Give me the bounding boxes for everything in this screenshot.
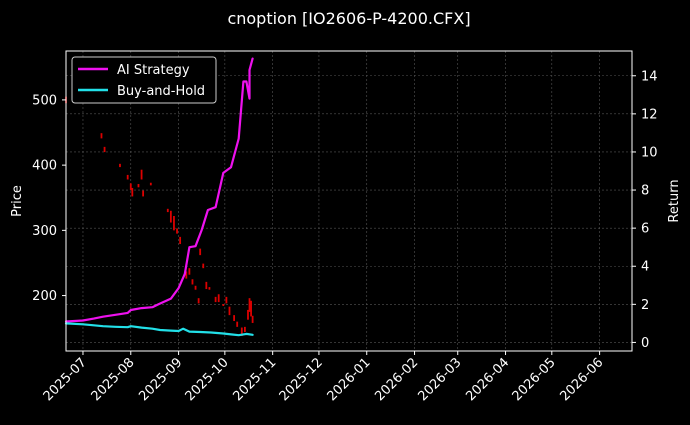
series-line-buy-and-hold	[64, 322, 254, 337]
candle-down	[140, 169, 143, 180]
candle-down	[185, 271, 188, 279]
y-left-tick-label: 400	[32, 159, 57, 174]
candle-down	[247, 309, 249, 320]
candle-down	[222, 304, 225, 306]
candle-down	[166, 208, 169, 213]
candle-down	[208, 287, 211, 290]
candle-down	[225, 296, 228, 304]
y-left-tick-label: 500	[32, 93, 57, 108]
candle-down	[176, 228, 178, 234]
candle-down	[126, 174, 129, 180]
candle-down	[233, 315, 236, 321]
y-right-tick-label: 6	[641, 222, 649, 237]
y-right-tick-label: 8	[641, 184, 649, 199]
y-axis-left-label: Price	[10, 185, 25, 217]
legend-label-buy-and-hold: Buy-and-Hold	[117, 84, 205, 99]
y-axis-right-label: Return	[667, 179, 682, 222]
candle-down	[179, 236, 182, 245]
candle-down	[137, 184, 140, 188]
candle-down	[188, 268, 191, 275]
chart-title: cnoption [IO2606-P-4200.CFX]	[227, 9, 470, 28]
candle-down	[205, 281, 208, 290]
legend-label-ai-strategy: AI Strategy	[117, 63, 190, 78]
y-right-tick-label: 4	[641, 260, 649, 275]
candle-down	[149, 182, 152, 186]
candle-down	[100, 133, 103, 139]
y-right-tick-label: 14	[641, 69, 658, 84]
candle-down	[194, 285, 197, 290]
candle-down	[142, 190, 145, 197]
candle-down	[191, 279, 194, 285]
y-right-tick-label: 12	[641, 107, 658, 122]
candle-down	[236, 321, 239, 327]
series-line-ai-strategy	[64, 57, 254, 323]
candle-down	[250, 300, 252, 317]
candle-down	[103, 146, 106, 153]
candle-down	[119, 163, 121, 168]
candle-down	[243, 326, 246, 333]
candle-down	[240, 327, 243, 336]
candle-down	[197, 298, 200, 304]
y-right-tick-label: 2	[641, 298, 649, 313]
candle-down	[202, 263, 205, 269]
candle-down	[228, 306, 231, 316]
legend: AI Strategy Buy-and-Hold	[71, 56, 217, 104]
candle-down	[199, 248, 202, 256]
candle-down	[214, 296, 217, 303]
candle-down	[217, 294, 220, 303]
candle-down	[173, 216, 175, 231]
return-lines	[64, 57, 254, 337]
y-left-tick-label: 300	[32, 224, 57, 239]
plot-frame	[65, 50, 633, 352]
y-right-tick-label: 10	[641, 145, 658, 160]
candle-down	[169, 210, 172, 223]
candle-down	[251, 315, 254, 323]
price-candles	[65, 96, 254, 336]
candle-down	[248, 298, 251, 312]
candle-down	[129, 183, 132, 190]
y-right-tick-label: 0	[641, 336, 649, 351]
y-left-tick-label: 200	[32, 289, 57, 304]
candle-down	[131, 187, 134, 197]
